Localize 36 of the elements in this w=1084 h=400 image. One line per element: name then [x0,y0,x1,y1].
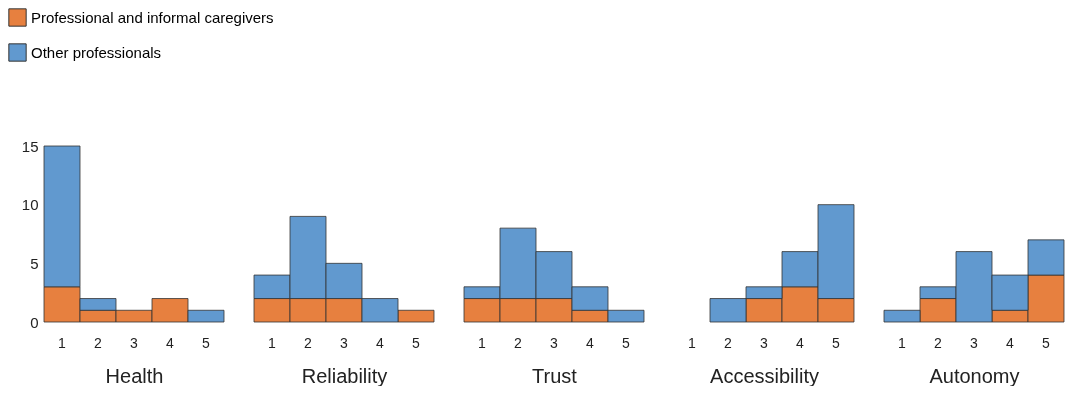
x-tick-label: 1 [478,334,487,351]
x-tick-label: 1 [688,334,697,351]
x-tick-label: 5 [202,334,211,351]
x-tick-label: 5 [412,334,421,351]
x-tick-label: 3 [130,334,139,351]
x-tick-label: 5 [622,334,631,351]
x-tick-label: 3 [340,334,349,351]
x-tick-label: 4 [796,334,805,351]
x-tick-label: 3 [970,334,979,351]
x-tick-label: 5 [832,334,841,351]
x-tick-label: 1 [898,334,907,351]
x-axis-title: Trust [532,364,578,387]
x-tick-label: 2 [724,334,733,351]
x-tick-label: 3 [550,334,559,351]
y-tick-label: 0 [30,313,39,331]
x-tick-label: 2 [94,334,103,351]
x-axis-title: Health [105,364,164,387]
legend-label: Other professionals [31,43,162,61]
x-tick-label: 4 [586,334,595,351]
x-tick-label: 1 [268,334,277,351]
legend-label: Professional and informal caregivers [31,8,274,26]
x-tick-label: 2 [304,334,313,351]
x-tick-label: 5 [1042,334,1051,351]
x-tick-label: 1 [58,334,67,351]
y-tick-label: 10 [21,196,39,214]
x-tick-label: 4 [1006,334,1015,351]
y-tick-label: 5 [30,254,39,272]
x-axis-title: Reliability [301,364,388,387]
x-tick-label: 2 [514,334,523,351]
x-tick-label: 4 [166,334,175,351]
x-axis-title: Autonomy [929,364,1020,387]
y-tick-label: 15 [21,137,39,155]
x-tick-label: 3 [760,334,769,351]
x-tick-label: 2 [934,334,943,351]
x-axis-title: Accessibility [710,364,819,387]
x-tick-label: 4 [376,334,385,351]
